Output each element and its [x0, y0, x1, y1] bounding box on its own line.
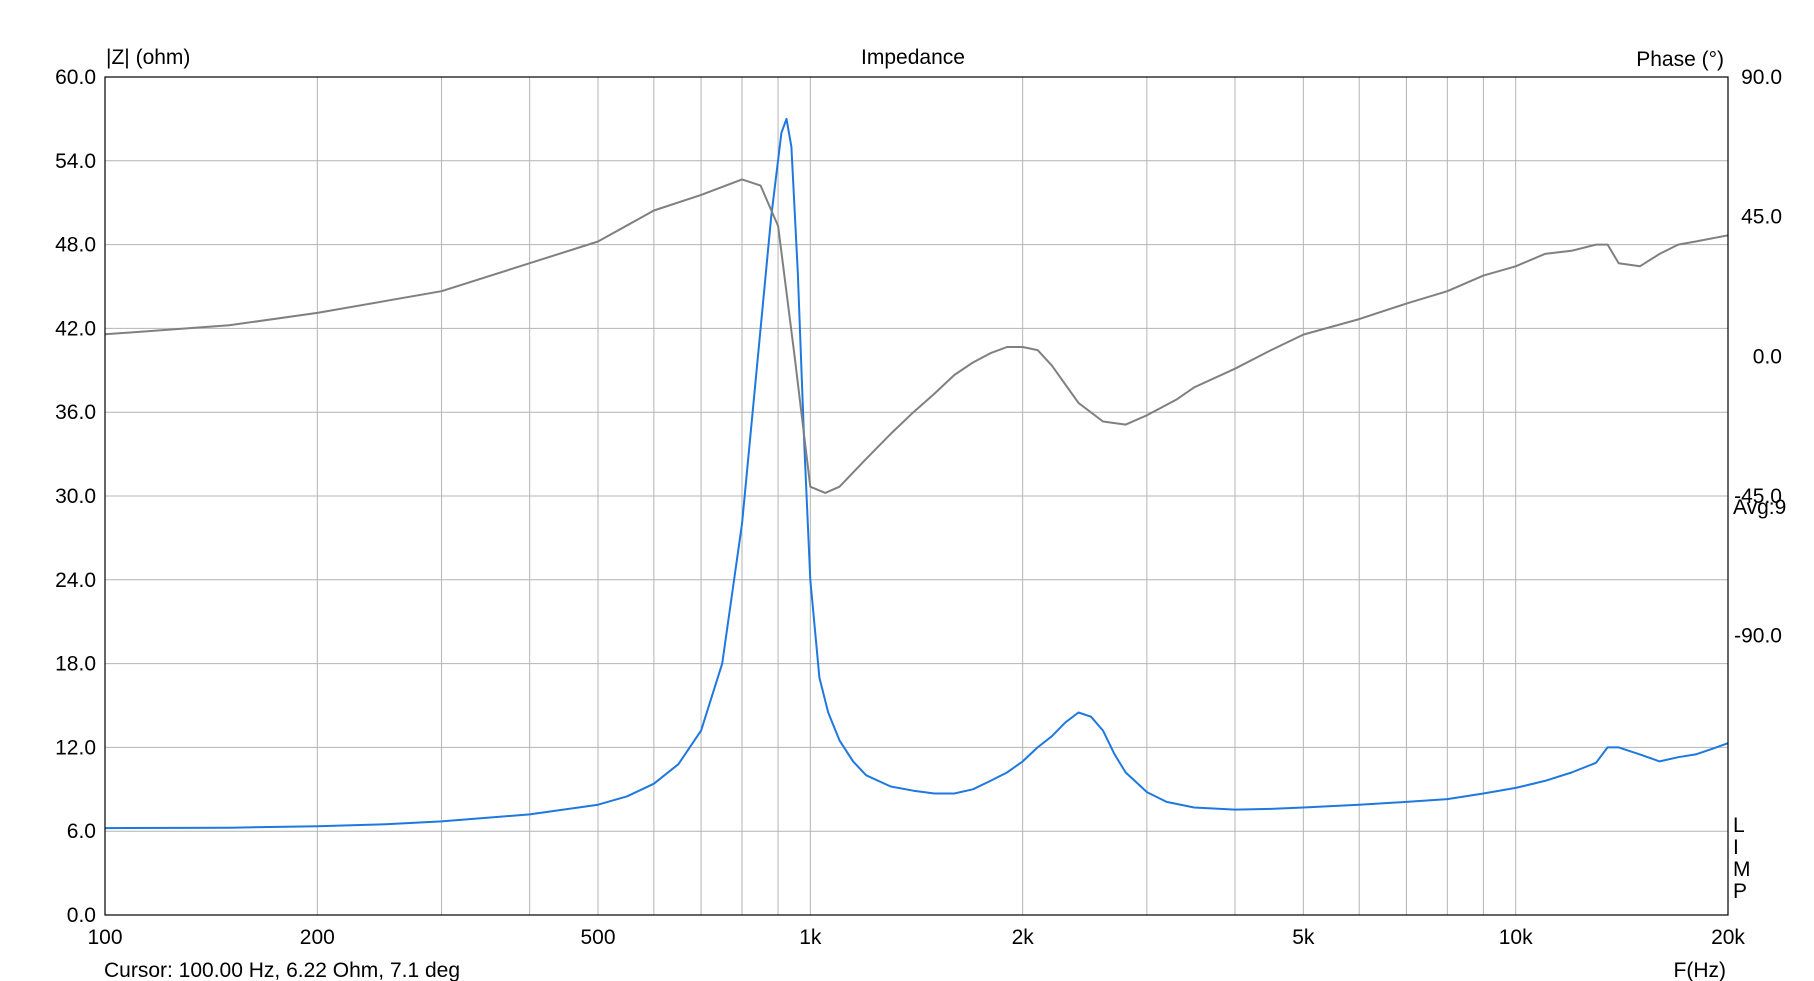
x-tick-label: 2k — [1012, 926, 1035, 949]
avg-annotation: Avg:9 — [1733, 496, 1786, 519]
x-axis-label: F(Hz) — [1674, 959, 1726, 981]
plot-frame — [104, 76, 1729, 916]
y-left-tick-label: 36.0 — [55, 401, 96, 424]
y-left-tick-label: 12.0 — [55, 736, 96, 759]
side-letter: L — [1733, 814, 1745, 837]
y-right-tick-label: 0.0 — [1753, 345, 1782, 368]
phase-series-line — [104, 178, 1729, 494]
labels: |Z| (ohm) Impedance Phase (°) Avg:9 F(Hz… — [55, 46, 1786, 981]
x-tick-label: 20k — [1711, 926, 1745, 949]
impedance-series-line — [104, 117, 1729, 830]
y-right-tick-label: -45.0 — [1734, 485, 1782, 508]
x-tick-label: 1k — [799, 926, 822, 949]
y-left-tick-label: 60.0 — [55, 66, 96, 89]
side-letter: I — [1733, 836, 1739, 859]
side-letter: M — [1733, 858, 1751, 881]
x-tick-label: 500 — [580, 926, 615, 949]
left-axis-label: |Z| (ohm) — [106, 46, 190, 69]
y-left-tick-label: 30.0 — [55, 485, 96, 508]
x-tick-label: 5k — [1292, 926, 1315, 949]
y-left-tick-label: 24.0 — [55, 569, 96, 592]
x-tick-label: 10k — [1499, 926, 1533, 949]
y-right-tick-label: 45.0 — [1741, 206, 1782, 229]
y-right-tick-label: -90.0 — [1734, 625, 1782, 648]
cursor-readout: Cursor: 100.00 Hz, 6.22 Ohm, 7.1 deg — [104, 959, 460, 981]
y-left-tick-label: 42.0 — [55, 317, 96, 340]
y-left-tick-label: 18.0 — [55, 653, 96, 676]
side-letter: P — [1733, 880, 1747, 903]
x-tick-label: 100 — [87, 926, 122, 949]
y-left-tick-label: 6.0 — [67, 820, 96, 843]
y-right-tick-label: 90.0 — [1741, 66, 1782, 89]
y-left-tick-label: 54.0 — [55, 150, 96, 173]
x-tick-label: 200 — [300, 926, 335, 949]
y-left-tick-label: 0.0 — [67, 904, 96, 927]
chart-title: Impedance — [861, 46, 965, 69]
y-left-tick-label: 48.0 — [55, 234, 96, 257]
right-axis-label: Phase (°) — [1636, 48, 1724, 71]
grid — [105, 77, 1728, 915]
series-layer — [104, 117, 1729, 830]
